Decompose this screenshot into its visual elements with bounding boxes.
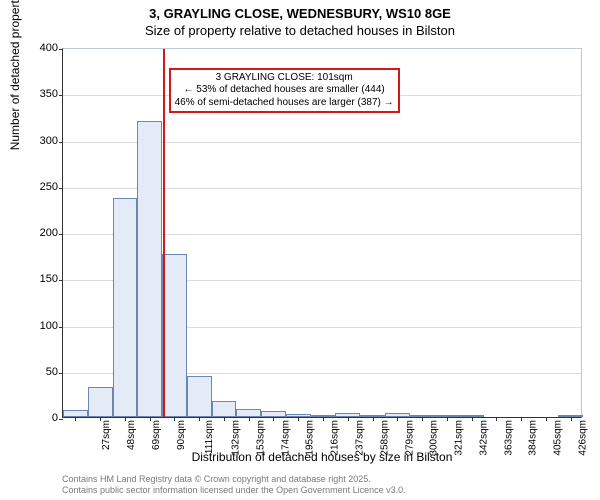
x-tick-label: 195sqm: [305, 420, 316, 456]
x-tick-label: 132sqm: [231, 420, 242, 456]
y-tick-label: 100: [22, 320, 58, 332]
y-tick-label: 250: [22, 181, 58, 193]
y-tick-mark: [59, 49, 63, 50]
histogram-bar: [162, 254, 187, 417]
y-tick-mark: [59, 327, 63, 328]
x-tick-label: 342sqm: [478, 420, 489, 456]
y-tick-label: 400: [22, 42, 58, 54]
x-tick-label: 153sqm: [256, 420, 267, 456]
reference-line: [163, 49, 165, 417]
chart-subtitle: Size of property relative to detached ho…: [0, 23, 600, 40]
histogram-bar: [63, 410, 88, 417]
x-tick-mark: [273, 417, 274, 421]
y-tick-label: 200: [22, 227, 58, 239]
x-tick-mark: [521, 417, 522, 421]
histogram-bar: [187, 376, 212, 417]
histogram-bar: [113, 198, 138, 417]
x-tick-label: 237sqm: [355, 420, 366, 456]
x-tick-mark: [224, 417, 225, 421]
x-tick-mark: [397, 417, 398, 421]
x-tick-mark: [373, 417, 374, 421]
y-tick-mark: [59, 234, 63, 235]
x-tick-label: 363sqm: [503, 420, 514, 456]
x-tick-mark: [298, 417, 299, 421]
x-tick-label: 27sqm: [101, 420, 112, 450]
x-tick-label: 216sqm: [330, 420, 341, 456]
histogram-bar: [137, 121, 162, 417]
x-tick-mark: [249, 417, 250, 421]
x-tick-label: 90sqm: [176, 420, 187, 450]
x-tick-label: 279sqm: [404, 420, 415, 456]
x-tick-label: 300sqm: [429, 420, 440, 456]
y-tick-mark: [59, 142, 63, 143]
footer-line-1: Contains HM Land Registry data © Crown c…: [62, 474, 406, 485]
chart-title: 3, GRAYLING CLOSE, WEDNESBURY, WS10 8GE: [0, 0, 600, 23]
x-tick-mark: [496, 417, 497, 421]
x-tick-label: 258sqm: [379, 420, 390, 456]
footer-line-2: Contains public sector information licen…: [62, 485, 406, 496]
x-tick-mark: [75, 417, 76, 421]
x-tick-label: 321sqm: [454, 420, 465, 456]
x-tick-label: 384sqm: [528, 420, 539, 456]
y-tick-mark: [59, 188, 63, 189]
x-tick-label: 405sqm: [553, 420, 564, 456]
x-tick-label: 69sqm: [151, 420, 162, 450]
annotation-line: ← 53% of detached houses are smaller (44…: [175, 84, 394, 97]
annotation-box: 3 GRAYLING CLOSE: 101sqm← 53% of detache…: [169, 68, 400, 114]
footer-attribution: Contains HM Land Registry data © Crown c…: [62, 474, 406, 496]
histogram-bar: [212, 401, 237, 417]
y-tick-label: 0: [22, 412, 58, 424]
y-tick-label: 350: [22, 88, 58, 100]
histogram-bar: [88, 387, 113, 417]
y-tick-mark: [59, 373, 63, 374]
y-tick-mark: [59, 95, 63, 96]
chart-container: 3, GRAYLING CLOSE, WEDNESBURY, WS10 8GE …: [0, 0, 600, 500]
x-tick-label: 111sqm: [205, 420, 216, 454]
x-tick-mark: [571, 417, 572, 421]
annotation-line: 46% of semi-detached houses are larger (…: [175, 97, 394, 110]
x-tick-label: 174sqm: [280, 420, 291, 456]
x-tick-mark: [546, 417, 547, 421]
histogram-bar: [236, 409, 261, 417]
y-tick-label: 150: [22, 273, 58, 285]
y-tick-mark: [59, 419, 63, 420]
annotation-line: 3 GRAYLING CLOSE: 101sqm: [175, 72, 394, 85]
plot-area: 3 GRAYLING CLOSE: 101sqm← 53% of detache…: [62, 48, 582, 418]
x-tick-mark: [447, 417, 448, 421]
y-tick-mark: [59, 280, 63, 281]
x-tick-mark: [199, 417, 200, 421]
x-tick-mark: [472, 417, 473, 421]
y-axis-title: Number of detached properties: [8, 0, 22, 150]
x-tick-label: 426sqm: [577, 420, 588, 456]
y-tick-label: 300: [22, 135, 58, 147]
x-tick-label: 48sqm: [126, 420, 137, 450]
y-tick-label: 50: [22, 366, 58, 378]
x-tick-mark: [348, 417, 349, 421]
x-tick-mark: [323, 417, 324, 421]
x-tick-mark: [422, 417, 423, 421]
